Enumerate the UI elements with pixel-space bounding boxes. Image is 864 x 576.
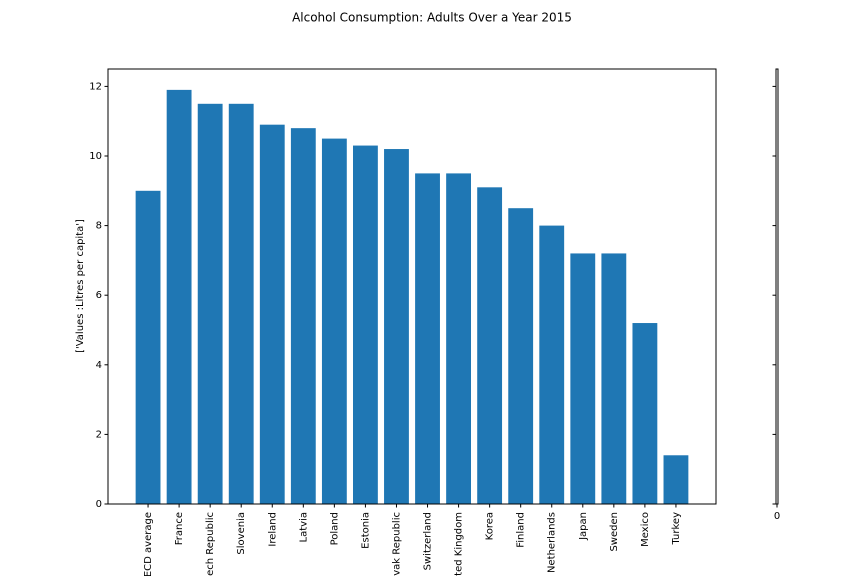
y-tick-label: 2 [96,429,102,440]
x-tick-label: Turkey [671,512,682,546]
bar [290,128,316,504]
x-tick-label: Mexico [640,512,651,547]
x-tick-label: Poland [329,512,340,545]
x-tick-label: Estonia [360,512,371,549]
bar [259,124,285,505]
x-tick-label: ted Kingdom [454,512,465,576]
bar [446,173,471,504]
bar [135,190,161,505]
bar [353,145,378,504]
x-tick-label: Korea [485,512,496,540]
x-tick-label: Latvia [298,512,309,542]
y-tick-label: 4 [96,360,102,371]
y-tick-label: 6 [96,290,102,301]
bar [415,173,440,504]
x-tick-label: Slovenia [236,512,247,555]
chart-title: Alcohol Consumption: Adults Over a Year … [292,11,572,25]
x-tick-label: vak Republic [391,512,402,576]
bar [384,149,409,505]
bar [321,138,347,504]
bar [632,323,658,504]
y-tick-label: 0 [96,499,102,510]
x-tick-label: Sweden [609,512,620,552]
y-tick-label: 12 [89,81,102,92]
bar [477,187,503,504]
bar [508,208,534,504]
x-tick-label: ECD average [143,512,154,576]
bar [570,253,596,504]
bar [663,455,689,504]
x-tick-label: 0 [774,511,780,522]
bar [166,89,192,504]
x-tick-label: Japan [578,512,589,541]
bar [601,253,627,504]
x-tick-label: Ireland [267,512,278,547]
x-tick-label: ech Republic [205,512,216,576]
bar [539,225,565,504]
y-tick-label: 8 [96,221,102,232]
y-axis-label: ['Values :Litres per capita'] [75,219,86,353]
bar [197,103,223,505]
y-tick-label: 10 [89,151,102,162]
x-tick-label: Switzerland [423,512,434,570]
axes-frame [107,68,717,505]
bar [228,103,254,505]
x-tick-label: Netherlands [547,512,558,573]
axes-frame [775,68,779,505]
x-tick-label: France [174,512,185,545]
x-tick-label: Finland [516,512,527,548]
